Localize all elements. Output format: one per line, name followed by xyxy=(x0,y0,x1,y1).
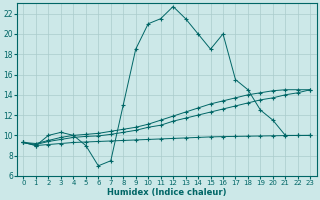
X-axis label: Humidex (Indice chaleur): Humidex (Indice chaleur) xyxy=(107,188,227,197)
